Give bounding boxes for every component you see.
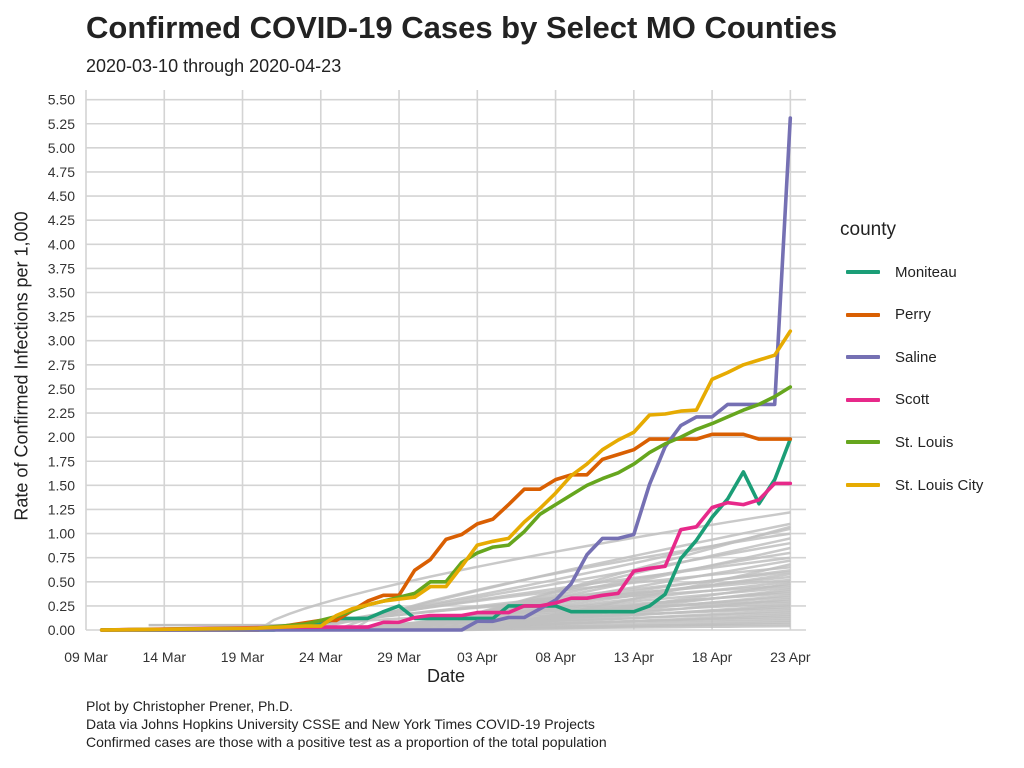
x-tick-label: 09 Mar bbox=[64, 649, 108, 665]
y-tick-label: 0.50 bbox=[48, 574, 75, 590]
y-tick-label: 3.00 bbox=[48, 333, 75, 349]
legend-label: Moniteau bbox=[895, 263, 957, 281]
legend-swatch bbox=[846, 397, 880, 402]
caption-source: Data via Johns Hopkins University CSSE a… bbox=[86, 716, 595, 732]
legend-swatch bbox=[846, 483, 880, 487]
x-tick-label: 18 Apr bbox=[692, 649, 733, 665]
x-tick-label: 14 Mar bbox=[142, 649, 186, 665]
legend-swatch bbox=[846, 440, 880, 445]
legend-swatch bbox=[846, 355, 880, 360]
x-tick-label: 24 Mar bbox=[299, 649, 343, 665]
chart-title: Confirmed COVID-19 Cases by Select MO Co… bbox=[86, 10, 838, 45]
y-tick-label: 3.50 bbox=[48, 285, 75, 301]
x-axis-label: Date bbox=[426, 666, 466, 686]
y-tick-label: 4.75 bbox=[48, 164, 75, 180]
chart-subtitle: 2020-03-10 through 2020-04-23 bbox=[86, 56, 342, 76]
legend-label: Scott bbox=[895, 391, 930, 409]
series-line-perry bbox=[99, 432, 793, 632]
y-tick-label: 0.75 bbox=[48, 550, 75, 566]
y-tick-label: 0.00 bbox=[48, 622, 75, 638]
y-tick-labels: 0.00 0.25 0.50 0.75 1.00 1.25 1.50 1.75 2.00 2.25… bbox=[48, 92, 75, 638]
y-tick-label: 1.75 bbox=[48, 453, 75, 469]
caption-note: Confirmed cases are those with a positiv… bbox=[86, 734, 607, 750]
y-tick-label: 4.50 bbox=[48, 188, 75, 204]
x-tick-label: 13 Apr bbox=[614, 649, 655, 665]
y-tick-label: 2.50 bbox=[48, 381, 75, 397]
legend-label: St. Louis City bbox=[895, 476, 984, 494]
legend-title: county bbox=[840, 219, 896, 240]
x-tick-labels: 09 Mar 14 Mar 19 Mar 24 Mar 29 Mar 03 Apr 08 A… bbox=[64, 649, 811, 665]
caption-credit: Plot by Christopher Prener, Ph.D. bbox=[86, 698, 293, 714]
legend-swatch bbox=[846, 312, 880, 317]
legend-item: Perry bbox=[846, 305, 931, 325]
y-tick-label: 4.25 bbox=[48, 212, 75, 228]
legend-swatch bbox=[846, 270, 880, 274]
y-axis-label: Rate of Confirmed Infections per 1,000 bbox=[11, 211, 32, 521]
series-lines bbox=[99, 116, 793, 632]
series-line-scott bbox=[99, 481, 793, 632]
y-tick-label: 1.00 bbox=[48, 526, 75, 542]
y-tick-label: 2.75 bbox=[48, 357, 75, 373]
y-tick-label: 5.00 bbox=[48, 140, 75, 156]
series-line-saline bbox=[99, 116, 793, 632]
legend-label: St. Louis bbox=[895, 433, 954, 451]
x-tick-label: 29 Mar bbox=[377, 649, 421, 665]
y-tick-label: 5.50 bbox=[48, 92, 75, 108]
y-tick-label: 0.25 bbox=[48, 598, 75, 614]
x-tick-label: 03 Apr bbox=[457, 649, 498, 665]
x-tick-label: 19 Mar bbox=[221, 649, 265, 665]
legend-label: Perry bbox=[895, 306, 931, 324]
x-tick-label: 23 Apr bbox=[770, 649, 811, 665]
legend-label: Saline bbox=[895, 348, 937, 366]
y-tick-label: 2.25 bbox=[48, 405, 75, 421]
legend-item: Saline bbox=[846, 347, 937, 367]
legend-item: St. Louis bbox=[846, 432, 953, 452]
y-tick-label: 4.00 bbox=[48, 236, 75, 252]
y-tick-label: 2.00 bbox=[48, 429, 75, 445]
legend-item: Moniteau bbox=[846, 262, 957, 282]
legend-item: Scott bbox=[846, 390, 929, 410]
x-tick-label: 08 Apr bbox=[535, 649, 576, 665]
series-line-st-louis-city bbox=[99, 329, 793, 632]
y-tick-label: 1.50 bbox=[48, 477, 75, 493]
y-tick-label: 5.25 bbox=[48, 116, 75, 132]
legend-item: St. Louis City bbox=[846, 475, 983, 495]
y-tick-label: 3.75 bbox=[48, 260, 75, 276]
y-tick-label: 3.25 bbox=[48, 309, 75, 325]
y-tick-label: 1.25 bbox=[48, 501, 75, 517]
